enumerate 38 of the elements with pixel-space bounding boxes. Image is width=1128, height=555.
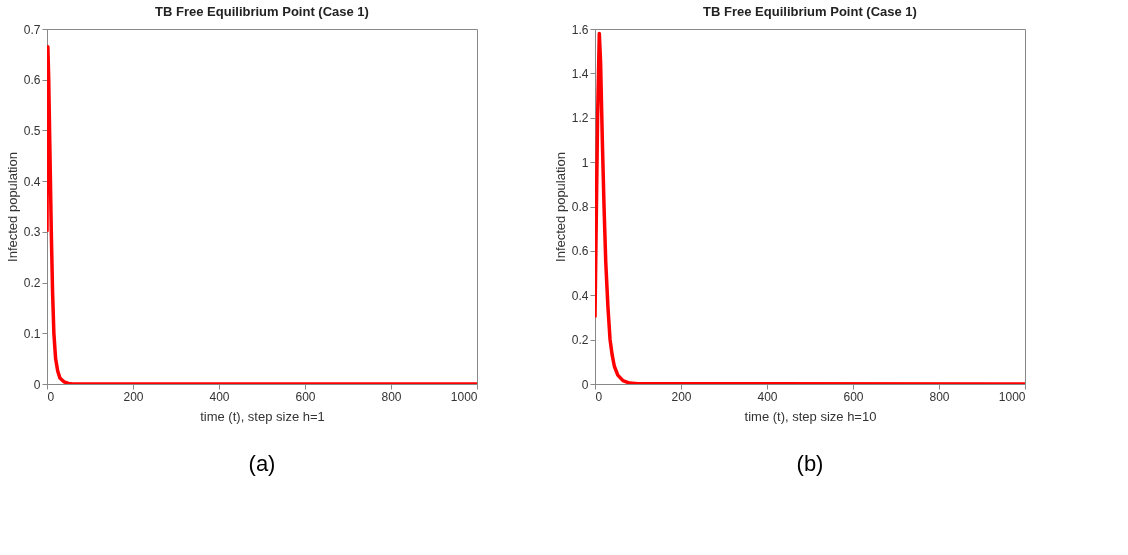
x-tick-label: 0 xyxy=(47,389,55,404)
y-tick-label: 0.6 xyxy=(571,244,589,259)
x-tick-label: 600 xyxy=(843,389,864,404)
x-tick-label: 1000 xyxy=(998,389,1026,404)
x-tick-label: 800 xyxy=(929,389,950,404)
text: (a) xyxy=(248,451,276,476)
chart-title: TB Free Equilibrium Point (Case 1) xyxy=(703,4,917,19)
y-tick-label: 1.6 xyxy=(571,22,589,37)
y-tick-label: 0.8 xyxy=(571,200,589,214)
y-tick-label: 0 xyxy=(33,377,41,392)
x-tick-label: 200 xyxy=(123,389,144,404)
y-tick-label: 0.3 xyxy=(23,225,41,240)
y-tick-label: 0.2 xyxy=(23,276,41,291)
y-tick-label: 0.4 xyxy=(23,174,41,189)
y-tick-label: 0.2 xyxy=(571,333,589,348)
x-tick-label: 600 xyxy=(295,389,316,404)
y-tick-label: 0.7 xyxy=(23,22,41,37)
chart-title: TB Free Equilibrium Point (Case 1) xyxy=(155,4,369,19)
y-tick-label: 0.1 xyxy=(23,326,41,341)
y-tick-label: 0.4 xyxy=(571,288,589,303)
x-tick-label: 800 xyxy=(381,389,402,404)
x-tick-label: 200 xyxy=(671,389,692,404)
x-tick-label: 400 xyxy=(757,389,778,404)
y-tick-label: 0.6 xyxy=(23,73,41,88)
y-tick-label: 0 xyxy=(581,377,589,392)
x-axis-title: time (t), step size h=10 xyxy=(744,408,877,424)
y-tick-label: 1.4 xyxy=(571,66,589,81)
y-tick-label: 1.2 xyxy=(571,111,589,126)
x-tick-label: 400 xyxy=(209,389,230,404)
y-axis-title: Infected population xyxy=(552,152,568,262)
y-tick-label: 1 xyxy=(581,155,589,170)
x-tick-label: 1000 xyxy=(450,389,478,404)
y-tick-label: 0.5 xyxy=(23,123,41,138)
text: (b) xyxy=(796,451,824,476)
x-axis-title: time (t), step size h=1 xyxy=(200,408,325,424)
y-axis-title: Infected population xyxy=(4,152,20,262)
line-series xyxy=(47,45,477,384)
x-tick-label: 0 xyxy=(595,389,603,404)
